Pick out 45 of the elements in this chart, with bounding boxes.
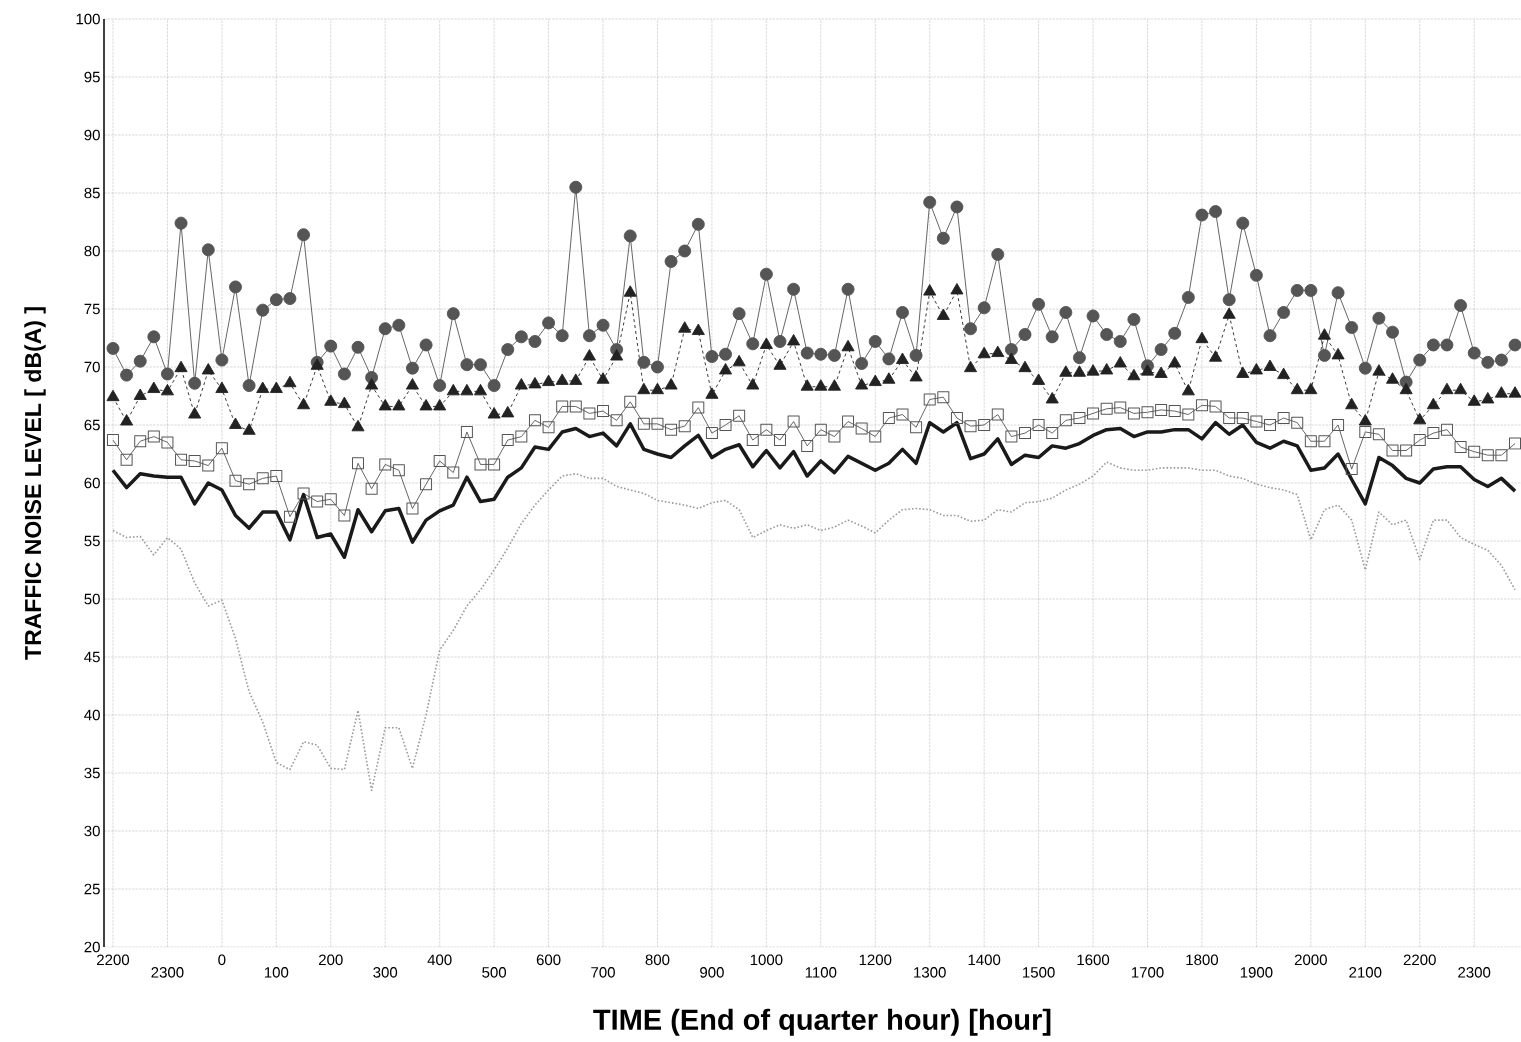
y-axis-title: TRAFFIC NOISE LEVEL [ dB(A) ]	[24, 307, 46, 660]
x-tick-label: 1600	[1077, 954, 1110, 966]
y-tick-label: 85	[84, 187, 100, 199]
x-tick-label: 1300	[914, 967, 946, 978]
x-tick-label: 900	[700, 967, 724, 978]
x-tick-label: 200	[319, 954, 343, 966]
x-tick-label: 100	[264, 967, 289, 978]
x-tick-label: 2300	[1458, 967, 1491, 978]
y-tick-label: 40	[84, 709, 100, 721]
y-tick-label: 70	[84, 361, 100, 373]
y-tick-label: 20	[84, 941, 100, 953]
y-tick-label: 60	[84, 477, 100, 489]
y-tick-label: 90	[84, 129, 100, 141]
y-tick-label: 100	[76, 13, 100, 25]
x-axis-title: TIME (End of quarter hour) [hour]	[593, 1008, 1051, 1036]
x-tick-label: 2100	[1349, 967, 1382, 978]
x-tick-label: 2000	[1294, 954, 1327, 966]
x-tick-label: 1100	[805, 967, 837, 978]
x-tick-label: 700	[591, 967, 615, 978]
y-tick-label: 50	[84, 593, 100, 605]
x-tick-label: 800	[645, 954, 670, 966]
y-tick-label: 75	[84, 303, 100, 315]
y-tick-label: 95	[84, 71, 100, 83]
y-tick-label: 55	[84, 535, 100, 547]
x-tick-label: 600	[536, 954, 561, 966]
y-tick-label: 25	[84, 883, 100, 895]
x-tick-label: 2200	[1403, 954, 1436, 966]
y-tick-label: 45	[84, 651, 100, 663]
y-tick-label: 30	[84, 825, 100, 837]
x-tick-label: 1000	[750, 954, 783, 966]
x-tick-label: 2200	[97, 954, 130, 966]
y-tick-label: 35	[84, 767, 100, 779]
x-tick-label: 1500	[1023, 967, 1055, 978]
x-tick-label: 1400	[968, 954, 1001, 966]
y-tick-label: 65	[84, 419, 100, 431]
x-tick-label: 1700	[1131, 967, 1164, 978]
x-tick-label: 1800	[1186, 954, 1219, 966]
x-tick-label: 2300	[151, 967, 184, 978]
x-tick-label: 500	[482, 967, 507, 978]
x-tick-label: 0	[218, 954, 226, 966]
x-tick-label: 1200	[859, 954, 892, 966]
x-tick-label: 1900	[1240, 967, 1273, 978]
x-tick-label: 300	[373, 967, 398, 978]
x-tick-label: 400	[427, 954, 452, 966]
y-tick-label: 80	[84, 245, 100, 257]
